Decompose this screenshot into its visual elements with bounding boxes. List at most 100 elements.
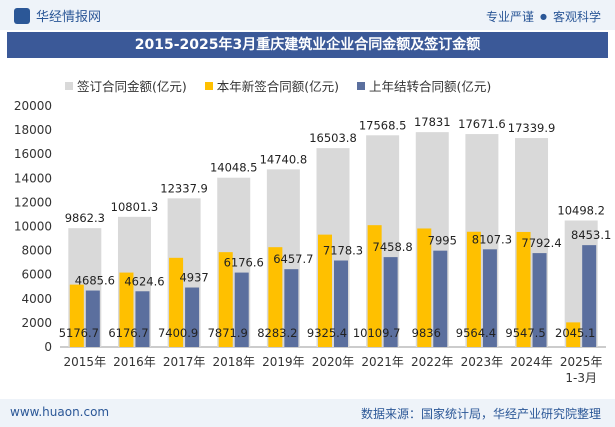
data-label-carry: 4937 [179, 271, 208, 285]
y-tick-label: 20000 [14, 99, 52, 113]
brand-name: 华经情报网 [36, 10, 102, 25]
data-label-new: 2045.1 [555, 326, 595, 340]
bar-new [367, 225, 382, 347]
data-label-carry: 7792.4 [521, 236, 561, 250]
y-tick-label: 18000 [14, 123, 52, 137]
y-tick-label: 2000 [21, 316, 52, 330]
bar-carry [135, 291, 150, 347]
x-tick-label: 2019年 [262, 355, 305, 369]
y-tick-label: 4000 [21, 292, 52, 306]
tagline-separator: ● [540, 12, 547, 21]
footer-url[interactable]: www.huaon.com [10, 405, 110, 419]
x-tick-label: 2015年 [64, 355, 107, 369]
data-label-signed: 14048.5 [210, 161, 258, 175]
y-tick-label: 16000 [14, 147, 52, 161]
data-label-signed: 9862.3 [65, 211, 105, 225]
bar-carry [334, 260, 348, 347]
data-label-new: 9836 [412, 326, 441, 340]
footer: www.huaon.com 数据来源：国家统计局，华经产业研究院整理 [0, 399, 615, 427]
bar-new [466, 231, 481, 347]
bar-carry [482, 249, 497, 347]
data-label-new: 10109.7 [353, 326, 401, 340]
footer-source: 数据来源：国家统计局，华经产业研究院整理 [360, 407, 601, 421]
chart-legend: 签订合同金额(亿元) 本年新签合同额(亿元) 上年结转合同额(亿元) [65, 76, 491, 95]
x-tick-label: 2023年 [461, 355, 504, 369]
data-label-signed: 16503.8 [309, 131, 357, 145]
bar-carry [582, 245, 597, 347]
data-label-carry: 4624.6 [124, 274, 164, 288]
x-tick-label: 2025年 [560, 355, 603, 369]
data-label-signed: 17831 [414, 115, 451, 129]
y-tick-label: 12000 [14, 195, 52, 209]
bar-new [169, 257, 184, 347]
data-label-signed: 17671.6 [458, 117, 506, 131]
data-label-carry: 6457.7 [273, 252, 313, 266]
data-label-signed: 12337.9 [160, 181, 208, 195]
bar-new [69, 284, 84, 347]
legend-swatch-carry [357, 81, 366, 90]
data-label-signed: 10498.2 [557, 203, 605, 217]
data-label-carry: 7995 [428, 234, 457, 248]
tagline-2: 客观科学 [552, 10, 601, 24]
data-label-carry: 8453.1 [571, 228, 611, 242]
bar-carry [284, 269, 299, 347]
bar-carry [383, 257, 398, 347]
x-tick-sublabel: 1-3月 [565, 371, 597, 385]
chart-title: 2015-2025年3月重庆建筑业企业合同金额及签订金额 [7, 32, 608, 58]
data-label-carry: 8107.3 [472, 232, 512, 246]
x-tick-label: 2020年 [312, 355, 355, 369]
legend-label-new: 本年新签合同额(亿元) [216, 79, 340, 94]
legend-label-signed: 签订合同金额(亿元) [77, 79, 187, 94]
bar-new [417, 228, 432, 347]
data-label-carry: 7458.8 [373, 240, 413, 254]
data-label-new: 7871.9 [208, 326, 248, 340]
data-label-new: 8283.2 [257, 326, 297, 340]
bar-carry [185, 287, 200, 347]
bar-carry [234, 272, 249, 347]
bar-new [119, 272, 134, 347]
data-label-signed: 10801.3 [111, 200, 159, 214]
bar-new [218, 252, 233, 347]
bar-new [516, 231, 531, 347]
data-label-new: 9564.4 [456, 326, 496, 340]
bar-new [566, 322, 581, 347]
bar-new [268, 247, 283, 347]
x-tick-label: 2021年 [361, 355, 404, 369]
data-label-new: 9325.4 [307, 326, 347, 340]
legend-item-signed: 签订合同金额(亿元) [65, 76, 187, 95]
data-label-new: 7400.9 [158, 326, 198, 340]
legend-swatch-new [204, 81, 213, 90]
tagline-1: 专业严谨 [485, 10, 534, 24]
y-tick-label: 8000 [21, 244, 52, 258]
data-label-new: 6176.7 [108, 326, 148, 340]
bar-carry [433, 250, 448, 347]
data-label-carry: 6176.6 [224, 256, 264, 270]
y-tick-label: 14000 [14, 171, 52, 185]
y-tick-label: 10000 [14, 220, 52, 234]
x-tick-label: 2017年 [163, 355, 206, 369]
brand[interactable]: 华经情报网 [14, 6, 101, 25]
bar-carry [85, 290, 100, 347]
legend-label-carry: 上年结转合同额(亿元) [369, 79, 492, 94]
x-tick-label: 2022年 [411, 355, 454, 369]
data-label-signed: 14740.8 [260, 152, 308, 166]
x-tick-label: 2016年 [113, 355, 156, 369]
top-bar: 华经情报网 专业严谨 ● 客观科学 [0, 0, 615, 30]
data-label-new: 9547.5 [505, 326, 545, 340]
brand-logo-icon [14, 7, 30, 24]
x-tick-label: 2018年 [212, 355, 255, 369]
x-tick-label: 2024年 [510, 355, 553, 369]
data-label-new: 5176.7 [59, 326, 99, 340]
tagline: 专业严谨 ● 客观科学 [486, 8, 601, 25]
bar-carry [532, 253, 547, 347]
data-label-signed: 17339.9 [508, 121, 556, 135]
data-label-carry: 4685.6 [75, 274, 115, 288]
legend-item-carry: 上年结转合同额(亿元) [357, 76, 491, 95]
bar-new [318, 234, 332, 347]
data-label-carry: 7178.3 [323, 244, 363, 258]
legend-swatch-signed [65, 81, 73, 90]
data-label-signed: 17568.5 [359, 118, 407, 132]
legend-item-new: 本年新签合同额(亿元) [204, 76, 340, 95]
y-tick-label: 6000 [21, 268, 52, 282]
